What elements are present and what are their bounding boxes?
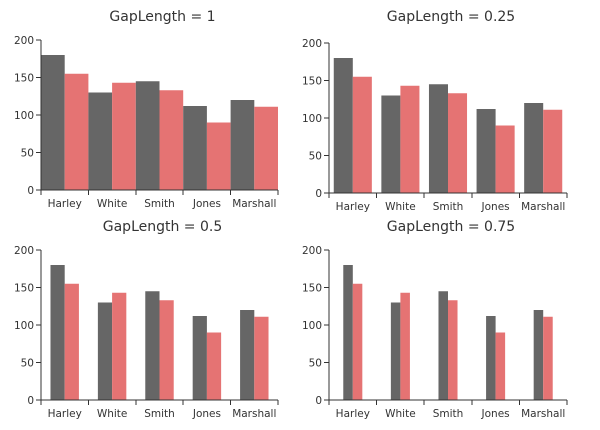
x-tick-label: Jones	[481, 408, 510, 420]
y-tick-label: 150	[14, 73, 34, 85]
chart-title: GapLength = 0.25	[387, 9, 515, 25]
bar-white-series-2	[400, 292, 410, 400]
bar-marshall-series-1	[524, 103, 544, 193]
y-tick-label: 150	[302, 283, 322, 295]
x-tick-label: Jones	[481, 201, 510, 213]
x-tick-label: Smith	[144, 198, 175, 210]
x-tick-label: Harley	[48, 408, 82, 420]
bar-marshall-series-2	[254, 106, 278, 190]
x-tick-label: Jones	[192, 198, 221, 210]
bar-jones-series-1	[192, 316, 207, 400]
bar-white-series-1	[97, 302, 113, 400]
x-tick-label: Smith	[144, 408, 175, 420]
x-tick-label: Jones	[192, 408, 221, 420]
y-tick-label: 200	[14, 245, 34, 257]
bar-harley-series-1	[41, 55, 65, 190]
bar-smith-series-1	[135, 81, 160, 190]
y-tick-label: 50	[21, 148, 34, 160]
y-tick-label: 0	[315, 395, 322, 407]
x-tick-label: White	[385, 408, 416, 420]
chart-title: GapLength = 1	[109, 9, 215, 25]
bar-jones-series-1	[476, 109, 496, 193]
y-tick-label: 200	[14, 35, 34, 47]
chart-title: GapLength = 0.5	[103, 219, 223, 235]
bar-jones-series-1	[486, 316, 496, 400]
x-tick-label: Marshall	[232, 408, 276, 420]
chart-panel-gaplength-1: GapLength = 1 Harley White Smith Jones Marsha…	[14, 9, 279, 210]
bar-smith-series-1	[145, 291, 160, 400]
bar-jones-series-2	[495, 125, 515, 193]
y-tick-label: 100	[302, 113, 322, 125]
bar-white-series-2	[112, 82, 136, 190]
x-tick-label: White	[97, 408, 128, 420]
x-tick-label: White	[385, 201, 416, 213]
bar-white-series-2	[112, 292, 127, 400]
bar-white-series-2	[400, 85, 420, 193]
bar-smith-series-2	[159, 90, 184, 190]
bar-harley-series-1	[50, 265, 65, 400]
x-tick-label: White	[97, 198, 128, 210]
bar-marshall-series-2	[543, 109, 563, 193]
y-tick-label: 100	[14, 110, 34, 122]
y-tick-label: 200	[302, 245, 322, 257]
bar-marshall-series-2	[543, 316, 553, 400]
x-tick-label: Smith	[433, 201, 464, 213]
bar-smith-series-2	[159, 300, 174, 400]
y-tick-label: 0	[315, 188, 322, 200]
bar-jones-series-2	[495, 332, 506, 400]
y-tick-label: 150	[14, 283, 34, 295]
bar-marshall-series-1	[533, 310, 544, 400]
y-tick-label: 100	[14, 320, 34, 332]
x-tick-label: Harley	[336, 201, 370, 213]
bar-white-series-1	[381, 95, 401, 193]
bar-harley-series-1	[343, 265, 353, 400]
y-tick-label: 0	[27, 185, 34, 197]
bar-harley-series-2	[352, 283, 363, 400]
y-tick-label: 100	[302, 320, 322, 332]
x-tick-label: Harley	[336, 408, 370, 420]
bar-marshall-series-1	[230, 100, 255, 190]
bar-harley-series-2	[64, 73, 89, 190]
chart-panel-gaplength-0-75: GapLength = 0.75 Harley White Smith Jones Mar…	[302, 219, 568, 420]
x-tick-label: Marshall	[521, 201, 565, 213]
x-tick-label: Smith	[433, 408, 464, 420]
chart-panel-gaplength-0-25: GapLength = 0.25 Harley White Smith Jones Mar…	[302, 9, 568, 213]
bar-jones-series-2	[206, 122, 231, 190]
bar-harley-series-1	[333, 58, 353, 193]
y-tick-label: 50	[21, 358, 34, 370]
bar-white-series-1	[88, 92, 113, 190]
chart-title: GapLength = 0.75	[387, 219, 515, 235]
x-tick-label: Harley	[48, 198, 82, 210]
bar-jones-series-1	[183, 106, 207, 190]
y-tick-label: 50	[309, 151, 322, 163]
bar-jones-series-2	[206, 332, 222, 400]
y-tick-label: 50	[309, 358, 322, 370]
x-tick-label: Marshall	[232, 198, 276, 210]
bar-smith-series-2	[448, 93, 468, 193]
bar-harley-series-2	[352, 76, 372, 193]
bar-marshall-series-2	[254, 316, 269, 400]
bar-marshall-series-1	[240, 310, 255, 400]
bar-harley-series-2	[64, 283, 79, 400]
bar-smith-series-1	[428, 84, 448, 193]
bar-white-series-1	[390, 302, 401, 400]
y-tick-label: 200	[302, 38, 322, 50]
y-tick-label: 0	[27, 395, 34, 407]
bar-smith-series-2	[448, 300, 458, 400]
x-tick-label: Marshall	[521, 408, 565, 420]
y-tick-label: 150	[302, 76, 322, 88]
bar-smith-series-1	[438, 291, 448, 400]
chart-panel-gaplength-0-5: GapLength = 0.5 Harley White Smith Jones Mars…	[14, 219, 279, 420]
